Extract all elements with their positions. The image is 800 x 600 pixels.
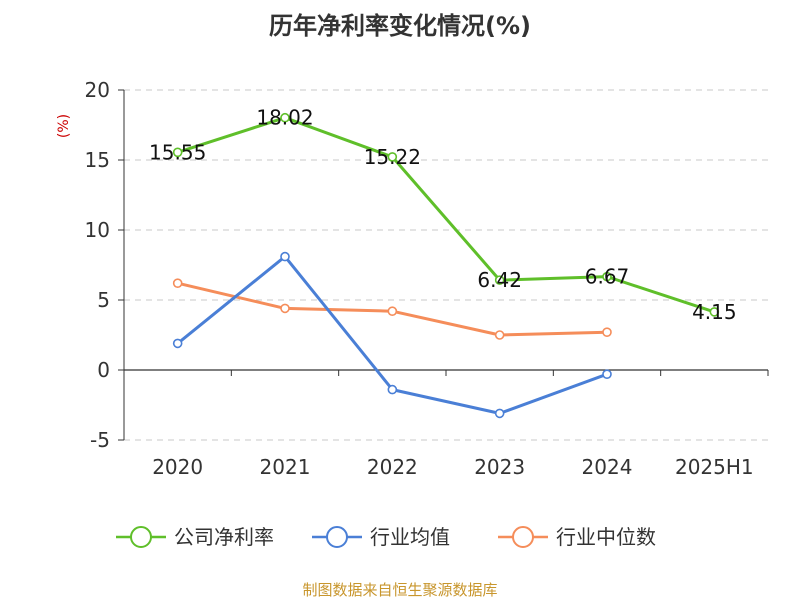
legend-item[interactable]: 行业中位数 [498,525,656,549]
source-note: 制图数据来自恒生聚源数据库 [302,581,497,599]
legend-item[interactable]: 公司净利率 [116,525,274,549]
data-label: 15.55 [149,140,206,164]
data-point [387,152,398,162]
y-tick-label: 5 [97,288,110,312]
data-point [280,251,290,262]
data-point [602,271,612,282]
data-label: 15.22 [364,145,421,169]
data-point [387,384,398,395]
data-point [387,306,398,317]
y-tick-label: 15 [85,148,110,172]
series-layer [172,112,720,419]
data-point [494,408,505,419]
data-label: 6.42 [477,268,522,292]
x-tick-label: 2025H1 [675,455,754,479]
x-tick-label: 2022 [367,455,418,479]
data-point [172,278,183,289]
y-axis-label: (%) [56,114,72,138]
x-tick-label: 2024 [582,455,633,479]
data-point [602,369,612,380]
y-tick-label: 20 [85,78,110,102]
y-tick-label: 10 [85,218,110,242]
series-line [177,116,715,314]
data-label: 4.15 [692,300,737,324]
data-point [494,275,505,285]
legend-item[interactable]: 行业均值 [312,525,450,549]
data-point [602,327,612,338]
legend-swatch-marker [130,526,152,548]
data-label: 18.02 [256,106,313,130]
data-point [709,307,720,317]
legend: 公司净利率 行业均值 行业中位数 [116,525,656,549]
data-point [172,338,183,349]
y-tick-label: 0 [97,358,110,382]
data-point [494,330,505,340]
axes: 20 15 10 5 0 -5 2020 2021 2022 2023 2024 2025H1 [85,78,769,479]
data-point [280,112,290,123]
grid-lines [124,89,768,441]
y-tick-label: -5 [90,428,110,452]
data-point [280,303,290,314]
legend-swatch-marker [326,526,348,548]
data-label: 6.67 [585,265,630,289]
legend-label: 行业中位数 [556,525,656,549]
data-point [172,147,183,158]
legend-swatch-marker [512,526,534,548]
chart-title: 历年净利率变化情况(%) [269,12,531,40]
x-tick-label: 2023 [474,455,525,479]
legend-label: 行业均值 [370,525,450,549]
x-tick-label: 2021 [260,455,311,479]
x-tick-label: 2020 [152,455,203,479]
data-labels: 15.55 18.02 15.22 6.42 6.67 4.15 [149,106,737,324]
legend-label: 公司净利率 [174,525,274,549]
